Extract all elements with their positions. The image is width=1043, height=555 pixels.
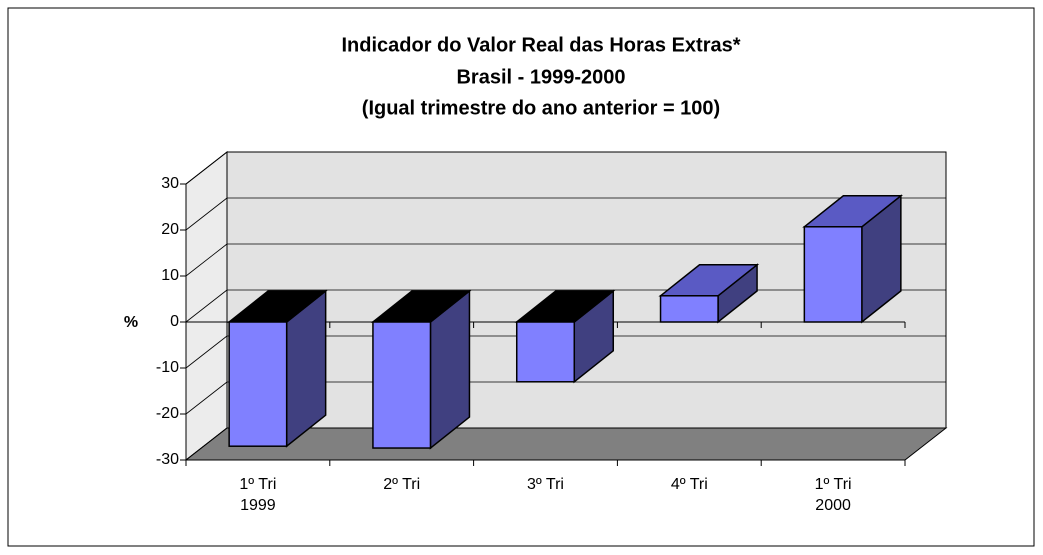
chart-title: Indicador do Valor Real das Horas Extras… <box>341 34 740 56</box>
y-axis-label: % <box>124 314 138 331</box>
bar <box>515 321 576 383</box>
grid-line <box>185 197 228 231</box>
bar <box>659 295 719 323</box>
bar <box>803 226 863 323</box>
grid-line <box>185 381 228 415</box>
y-tick-label: -30 <box>156 451 179 468</box>
x-tick-label: 2º Tri <box>383 476 421 493</box>
y-tick-label: -20 <box>156 405 179 422</box>
chart-subtitle: Brasil - 1999-2000 <box>456 66 625 88</box>
y-tick-label: 0 <box>170 313 179 330</box>
grid-line <box>185 427 228 461</box>
x-tick-label: 1º Tri 1999 <box>239 476 277 514</box>
x-tick-label: 3º Tri <box>527 476 564 493</box>
grid-line <box>185 289 228 323</box>
y-tick-label: 10 <box>161 267 179 284</box>
x-tick-label: 4º Tri <box>670 476 708 493</box>
x-tick-label: 1º Tri 2000 <box>814 476 852 514</box>
grid-line <box>185 243 228 277</box>
bar <box>228 321 288 447</box>
bar <box>372 321 432 449</box>
grid-line <box>185 151 228 185</box>
chart-subtitle: (Igual trimestre do ano anterior = 100) <box>362 97 720 119</box>
y-tick-label: 30 <box>161 175 179 192</box>
y-tick-label: 20 <box>161 221 179 238</box>
y-tick-label: -10 <box>156 359 179 376</box>
grid-line <box>185 335 228 369</box>
